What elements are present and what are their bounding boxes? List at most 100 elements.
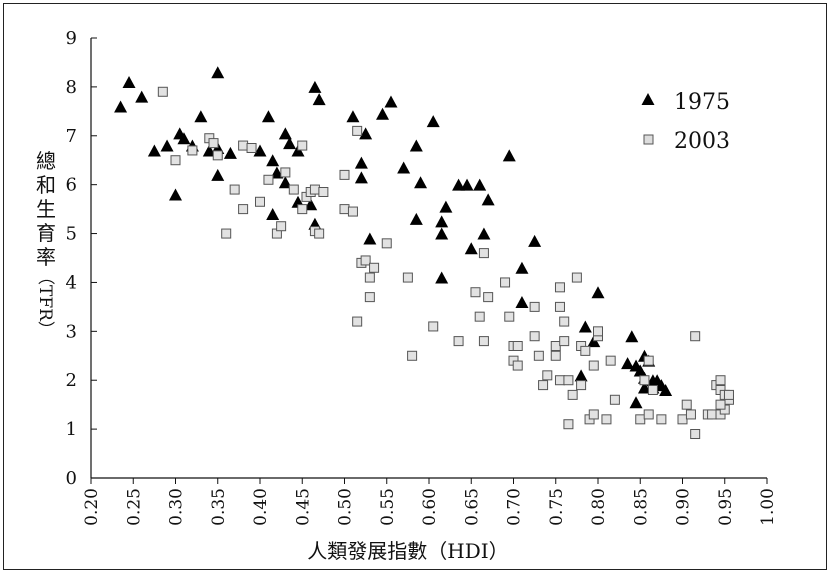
legend-label-2003: 2003 [674, 129, 730, 154]
point-1975 [354, 156, 368, 169]
x-axis-ticks: 0.20 0.25 0.30 0.35 0.40 0.45 0.50 0.55 0.60 0.65… [82, 478, 778, 526]
point-1975 [169, 188, 182, 201]
x-tick-label: 0.55 [378, 488, 398, 526]
point-1975 [354, 171, 368, 184]
point-2003 [567, 389, 578, 400]
point-1975 [376, 107, 390, 120]
x-tick-label: 0.70 [505, 488, 525, 526]
point-2003 [554, 375, 565, 386]
point-2003 [212, 150, 223, 161]
point-2003 [554, 301, 565, 312]
point-1975 [278, 127, 292, 140]
point-2003 [255, 196, 265, 207]
point-2003 [681, 399, 692, 410]
point-1975 [278, 176, 292, 189]
point-2003 [533, 350, 544, 361]
y-tick-label: 6 [66, 175, 77, 196]
y-tick-label: 0 [66, 468, 77, 489]
x-tick-label: 0.35 [209, 488, 229, 526]
point-2003 [715, 375, 726, 386]
point-1975 [283, 137, 297, 150]
point-2003 [347, 206, 358, 217]
point-1975 [460, 178, 474, 191]
point-2003 [605, 355, 616, 366]
x-tick-label: 1.00 [758, 488, 778, 526]
data-points [114, 66, 734, 439]
point-1975 [409, 212, 423, 225]
point-1975 [659, 384, 673, 396]
point-2003 [474, 311, 485, 322]
point-2003 [402, 272, 413, 283]
point-2003 [588, 409, 599, 420]
point-2003 [360, 255, 371, 266]
point-1975 [122, 76, 136, 88]
point-1975 [363, 232, 377, 245]
point-1975 [464, 242, 478, 255]
point-2003 [512, 341, 523, 351]
point-1975 [481, 193, 495, 206]
chart-frame [3, 3, 827, 570]
point-1975 [528, 234, 542, 247]
x-tick-label: 0.85 [631, 488, 651, 526]
point-2003 [314, 228, 325, 239]
point-2003 [643, 355, 654, 366]
point-2003 [550, 341, 561, 351]
point-1975 [384, 95, 398, 108]
point-2003 [318, 187, 329, 197]
point-1975 [177, 132, 191, 145]
y-axis-label-abbrev: （TFR） [35, 268, 55, 338]
point-1975 [211, 168, 225, 181]
point-1975 [646, 374, 660, 387]
axes [90, 38, 767, 479]
point-2003 [229, 184, 240, 195]
point-2003 [639, 375, 650, 386]
legend-label-1975: 1975 [674, 90, 730, 115]
point-2003 [504, 311, 515, 322]
point-2003 [707, 409, 718, 420]
point-2003 [559, 336, 570, 347]
point-2003 [297, 204, 308, 215]
point-2003 [364, 292, 375, 303]
x-tick-label: 0.30 [167, 488, 187, 526]
point-1975 [473, 178, 487, 191]
point-2003 [723, 389, 734, 400]
point-2003 [238, 140, 249, 151]
point-1975 [435, 271, 449, 284]
point-2003 [635, 414, 646, 425]
point-1975 [426, 115, 440, 128]
point-2003 [588, 360, 599, 371]
point-2003 [563, 375, 574, 386]
point-2003 [339, 169, 350, 180]
y-axis-label: 總和生育率 （TFR） [35, 149, 56, 338]
point-2003 [690, 429, 701, 439]
point-1975 [253, 144, 267, 157]
point-1975 [194, 110, 208, 123]
x-tick-label: 0.50 [336, 488, 356, 526]
point-2003 [512, 360, 523, 371]
series-2003 [157, 86, 734, 439]
legend: 1975 2003 [641, 90, 730, 154]
y-tick-label: 3 [66, 321, 77, 342]
point-1975 [211, 66, 225, 79]
point-2003 [601, 414, 612, 425]
y-tick-label: 8 [66, 77, 77, 98]
x-tick-label: 0.25 [124, 488, 144, 526]
point-2003 [280, 167, 291, 178]
x-axis-label: 人類發展指數（HDI） [307, 539, 508, 563]
point-2003 [478, 336, 489, 347]
point-2003 [339, 204, 350, 215]
point-2003 [364, 272, 375, 283]
point-2003 [276, 221, 287, 232]
point-2003 [369, 262, 380, 273]
point-2003 [563, 419, 574, 430]
point-2003 [352, 125, 363, 136]
x-tick-label: 0.40 [251, 488, 271, 526]
point-2003 [609, 394, 620, 405]
point-2003 [246, 143, 257, 153]
point-2003 [428, 321, 439, 332]
point-1975 [308, 80, 322, 93]
point-2003 [157, 86, 168, 97]
point-2003 [381, 238, 392, 249]
x-tick-label: 0.90 [674, 488, 694, 526]
